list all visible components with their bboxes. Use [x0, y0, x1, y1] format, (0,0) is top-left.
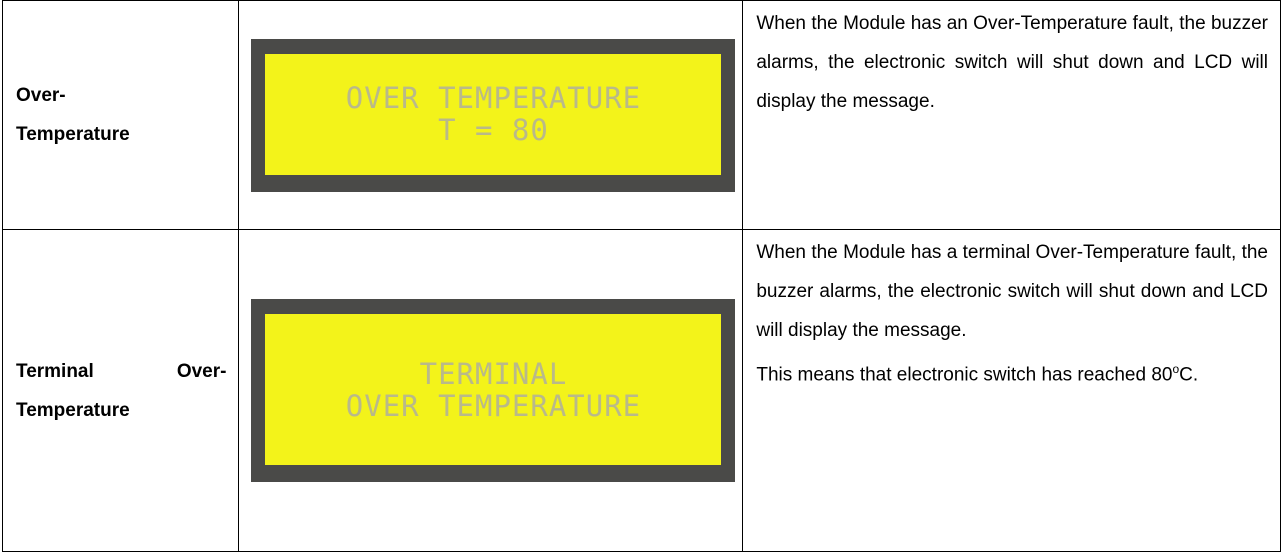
fault-name: Terminal Over- Temperature [3, 230, 239, 552]
paragraph: When the Module has a terminal Over-Temp… [756, 233, 1268, 350]
lcd-screen: TERMINAL OVER TEMPERATURE [265, 314, 721, 465]
row: Over- Temperature OVER TEMPERATURE T = 8… [3, 1, 1281, 230]
lcd-screen: OVER TEMPERATURE T = 80 [265, 54, 721, 175]
display-cell: TERMINAL OVER TEMPERATURE [239, 230, 743, 552]
lcd-frame: OVER TEMPERATURE T = 80 [251, 39, 735, 192]
lcd-line: T = 80 [438, 114, 549, 146]
paragraph: This means that electronic switch has re… [756, 350, 1268, 394]
row: Terminal Over- Temperature TERMINAL OVER… [3, 230, 1281, 552]
fault-name: Over- Temperature [3, 1, 239, 230]
name-line: Temperature [16, 115, 226, 154]
page: Over- Temperature OVER TEMPERATURE T = 8… [0, 0, 1283, 553]
lcd-line: OVER TEMPERATURE [346, 390, 641, 422]
lcd-line: OVER TEMPERATURE [346, 82, 641, 114]
lcd-line: TERMINAL [420, 358, 568, 390]
text: This means that electronic switch has re… [756, 364, 1172, 385]
name-line: Temperature [16, 391, 226, 430]
lcd-frame: TERMINAL OVER TEMPERATURE [251, 299, 735, 482]
paragraph: When the Module has an Over-Temperature … [756, 4, 1268, 121]
fault-table: Over- Temperature OVER TEMPERATURE T = 8… [2, 0, 1281, 552]
text: C. [1179, 364, 1198, 385]
description: When the Module has an Over-Temperature … [743, 1, 1281, 230]
name-line: Terminal Over- [16, 352, 226, 391]
name-line: Over- [16, 76, 226, 115]
display-cell: OVER TEMPERATURE T = 80 [239, 1, 743, 230]
description: When the Module has a terminal Over-Temp… [743, 230, 1281, 552]
